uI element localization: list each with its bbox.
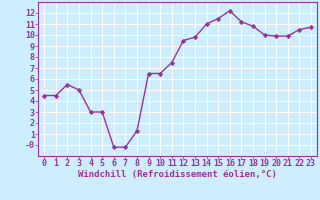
X-axis label: Windchill (Refroidissement éolien,°C): Windchill (Refroidissement éolien,°C) (78, 170, 277, 179)
